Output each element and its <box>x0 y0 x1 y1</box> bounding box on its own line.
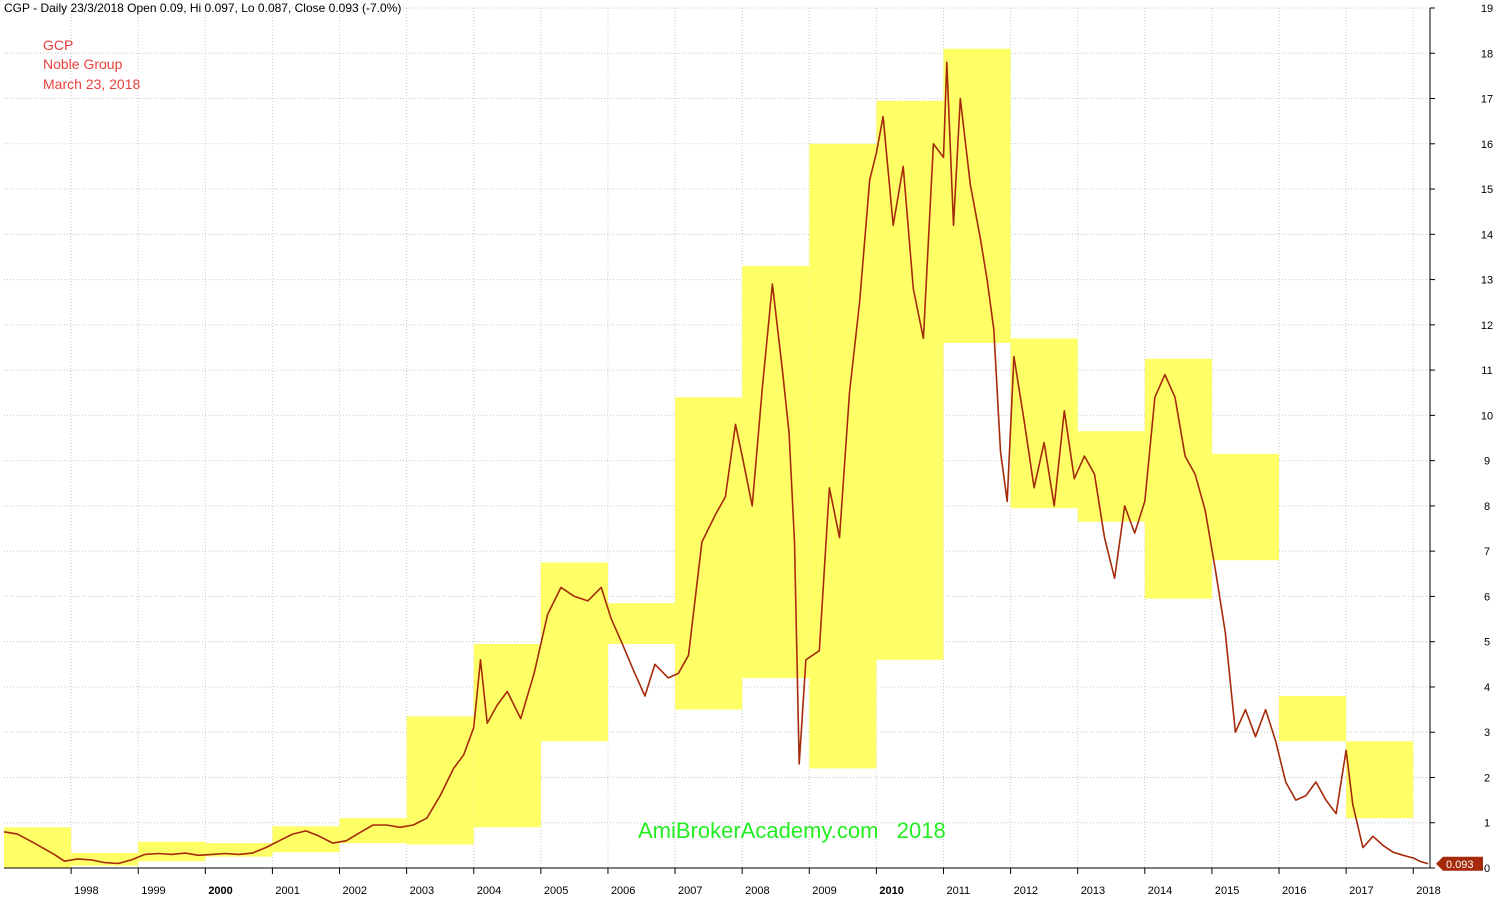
year-range-box <box>1144 358 1212 599</box>
y-tick-label: 6 <box>1484 591 1490 603</box>
y-tick-label: 16 <box>1481 139 1493 151</box>
chart-info-line: CGP - Daily 23/3/2018 Open 0.09, Hi 0.09… <box>4 1 401 15</box>
year-range-box <box>1010 338 1078 509</box>
year-range-box <box>540 562 608 742</box>
y-tick-label: 8 <box>1484 501 1490 513</box>
y-tick-label: 9 <box>1484 456 1490 468</box>
watermark-text: AmiBrokerAcademy.com 2018 <box>638 818 946 843</box>
year-range-box <box>876 100 944 660</box>
y-tick-label: 13 <box>1481 275 1493 287</box>
x-tick-label: 2006 <box>611 885 635 897</box>
year-range-box <box>138 841 206 862</box>
y-tick-label: 3 <box>1484 727 1490 739</box>
x-tick-label: 1999 <box>141 885 165 897</box>
y-tick-label: 7 <box>1484 546 1490 558</box>
y-tick-label: 4 <box>1484 682 1490 694</box>
last-price-label: 0.093 <box>1446 859 1474 871</box>
x-tick-label: 2009 <box>812 885 836 897</box>
annotation-date: March 23, 2018 <box>43 76 140 92</box>
y-tick-label: 18 <box>1481 48 1493 60</box>
price-line-layer <box>3 61 1429 865</box>
year-range-box <box>1077 431 1145 522</box>
y-tick-label: 1 <box>1484 818 1490 830</box>
x-tick-label: 2017 <box>1349 885 1373 897</box>
x-tick-label: 2002 <box>343 885 367 897</box>
x-tick-label: 2007 <box>678 885 702 897</box>
year-range-box <box>406 716 474 845</box>
y-tick-label: 10 <box>1481 410 1493 422</box>
x-tick-label: 2015 <box>1215 885 1239 897</box>
year-range-box <box>473 643 541 828</box>
year-range-box <box>607 603 676 644</box>
y-tick-label: 0 <box>1484 863 1490 875</box>
x-tick-label: 2014 <box>1148 885 1172 897</box>
y-tick-label: 5 <box>1484 637 1490 649</box>
x-tick-label: 2013 <box>1081 885 1105 897</box>
x-axis-ticks: 1998 1999 2000 2001 2002 2003 2004 2005 2006 2007… <box>70 868 1441 897</box>
year-range-box <box>1211 453 1280 561</box>
x-tick-label: 2018 <box>1416 885 1440 897</box>
x-tick-label: 2016 <box>1282 885 1306 897</box>
yearly-range-boxes <box>4 48 1414 868</box>
x-tick-label: 2011 <box>946 885 970 897</box>
y-tick-label: 12 <box>1481 320 1493 332</box>
annotation-ticker: GCP <box>43 37 73 53</box>
x-tick-label: 1998 <box>74 885 98 897</box>
y-tick-label: 17 <box>1481 94 1493 106</box>
x-tick-label: 2008 <box>745 885 769 897</box>
last-price-marker: 0.093 <box>1436 856 1483 871</box>
axes <box>4 8 1431 869</box>
year-range-box <box>943 48 1011 343</box>
y-tick-label: 11 <box>1481 365 1492 377</box>
x-tick-label: 2005 <box>544 885 568 897</box>
x-tick-label: 2012 <box>1014 885 1038 897</box>
year-range-box <box>675 397 743 710</box>
x-tick-label: 2004 <box>477 885 501 897</box>
price-line <box>3 61 1429 865</box>
y-tick-label: 19 <box>1481 3 1493 15</box>
last-price-tag <box>1436 856 1483 871</box>
year-range-box <box>742 266 810 678</box>
annotation-company: Noble Group <box>43 56 123 72</box>
y-tick-label: 14 <box>1481 229 1493 241</box>
x-tick-label: 2010 <box>879 885 903 897</box>
x-tick-label: 2003 <box>410 885 434 897</box>
y-tick-label: 2 <box>1484 772 1490 784</box>
y-tick-label: 15 <box>1481 184 1493 196</box>
year-range-box <box>809 143 877 769</box>
year-range-box <box>1346 741 1414 819</box>
x-tick-label: 2000 <box>208 885 232 897</box>
year-range-box <box>1279 696 1347 742</box>
x-tick-label: 2001 <box>275 885 299 897</box>
